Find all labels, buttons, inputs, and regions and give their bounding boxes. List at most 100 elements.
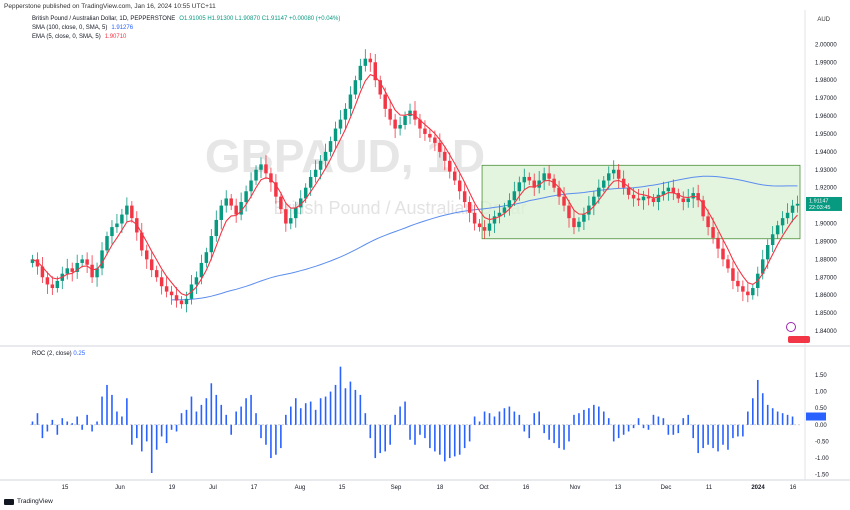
roc-bar: [732, 424, 734, 439]
roc-bar: [160, 424, 163, 437]
last-price-label: 1.91147: [809, 198, 828, 204]
candle-body: [214, 219, 219, 237]
roc-value: 0.25: [73, 351, 86, 357]
candle-body: [120, 214, 124, 224]
roc-bar: [299, 408, 302, 425]
roc-histogram: [30, 366, 800, 474]
candle-body: [472, 212, 477, 224]
roc-bar: [81, 424, 83, 430]
roc-bar: [747, 411, 749, 425]
roc-bar: [692, 424, 694, 439]
watermark: GBPAUD, 1D British Pound / Australian Do…: [205, 130, 527, 218]
roc-label[interactable]: ROC (2, close): [32, 351, 72, 357]
roc-bar: [717, 424, 719, 452]
time-tick-label: 18: [437, 485, 444, 491]
candle-body: [224, 198, 228, 206]
currency-label: AUD: [817, 17, 830, 23]
sma-label[interactable]: SMA (100, close, 0, SMA, 5): [32, 25, 108, 31]
candle-body: [209, 236, 214, 253]
time-tick-label: 17: [251, 485, 258, 491]
price-axis[interactable]: 2.00000 1.99000 1.98000 1.97000 1.96000 1.950…: [786, 42, 843, 343]
roc-bar: [136, 424, 138, 439]
candle-body: [676, 193, 681, 199]
candle-body: [641, 196, 646, 201]
price-tick-label: 1.94000: [815, 150, 837, 156]
candle-body: [274, 182, 278, 197]
roc-bar: [175, 424, 178, 432]
roc-bar: [215, 394, 218, 425]
candle-body: [169, 291, 174, 296]
roc-bar: [260, 424, 262, 439]
roc-bar: [126, 398, 128, 425]
roc-bar: [334, 384, 337, 425]
candle-body: [145, 250, 149, 260]
roc-bar: [791, 416, 794, 425]
candle-body: [721, 248, 725, 260]
roc-bar: [771, 408, 774, 425]
candle-body: [403, 116, 407, 125]
symbol-label[interactable]: British Pound / Australian Dollar, 1D, P…: [32, 16, 176, 22]
candle-body: [572, 218, 576, 228]
candle-body: [323, 151, 328, 161]
roc-bar: [314, 409, 317, 425]
candle-body: [716, 237, 720, 249]
roc-bar: [448, 424, 451, 459]
time-tick-label: 2024: [751, 485, 765, 491]
roc-bar: [66, 421, 69, 425]
roc-bar: [190, 396, 193, 425]
candle-body: [443, 151, 447, 161]
candle-body: [194, 277, 199, 285]
roc-bar: [31, 421, 34, 425]
roc-bar: [240, 406, 242, 425]
price-tick-label: 1.93000: [815, 168, 837, 174]
candle-body: [706, 216, 710, 228]
ohlc-values: O1.91005 H1.91300 L1.90870 C1.91147 +0.0…: [179, 16, 341, 22]
candle-body: [318, 160, 323, 170]
candle-body: [602, 180, 606, 188]
candle-body: [482, 227, 487, 231]
candle-body: [686, 198, 690, 203]
time-tick-label: Jun: [115, 485, 125, 491]
time-tick-label: 13: [615, 485, 622, 491]
roc-bar: [319, 398, 322, 425]
chart-legend: British Pound / Australian Dollar, 1D, P…: [32, 15, 340, 42]
candle-body: [100, 250, 104, 269]
candle-body: [512, 191, 517, 201]
candle-body: [289, 218, 293, 224]
roc-bar: [404, 401, 406, 425]
roc-bar: [106, 384, 108, 425]
candles: [30, 49, 800, 313]
roc-bar: [329, 391, 332, 425]
roc-bar: [394, 414, 396, 425]
candle-body: [254, 169, 258, 181]
roc-axis[interactable]: 1.50 1.00 0.50 0.00 -0.50 -1.00 -1.50: [806, 373, 829, 479]
roc-bar: [776, 411, 779, 425]
candle-body: [164, 286, 169, 292]
roc-bar: [230, 424, 232, 435]
time-axis[interactable]: 15 Jun 19 Jul 17 Aug 15 Sep 18 Oct 16 Nov 13 Dec 11 202…: [62, 485, 797, 491]
candle-body: [149, 259, 154, 271]
candle-body: [582, 214, 586, 222]
price-tick-label: 1.84000: [815, 329, 837, 335]
ema-label[interactable]: EMA (5, close, 0, SMA, 5): [32, 34, 101, 40]
roc-bar: [444, 424, 446, 462]
roc-bar: [568, 424, 570, 442]
roc-bar: [429, 424, 431, 449]
candle-body: [418, 119, 422, 129]
candle-body: [40, 266, 45, 278]
candle-body: [547, 173, 551, 179]
roc-bar: [76, 416, 78, 425]
roc-bar: [607, 418, 610, 425]
candle-body: [229, 198, 233, 206]
ema-value: 1.90710: [104, 34, 127, 40]
roc-bar: [687, 414, 690, 425]
candle-body: [542, 173, 546, 181]
roc-legend: ROC (2, close) 0.25: [32, 351, 85, 357]
price-tick-label: 1.85000: [815, 311, 837, 317]
roc-bar: [185, 409, 188, 425]
roc-tick-label: 0.50: [815, 406, 827, 412]
candle-body: [368, 58, 373, 63]
price-tick-label: 2.00000: [815, 42, 837, 48]
candle-body: [125, 205, 129, 215]
